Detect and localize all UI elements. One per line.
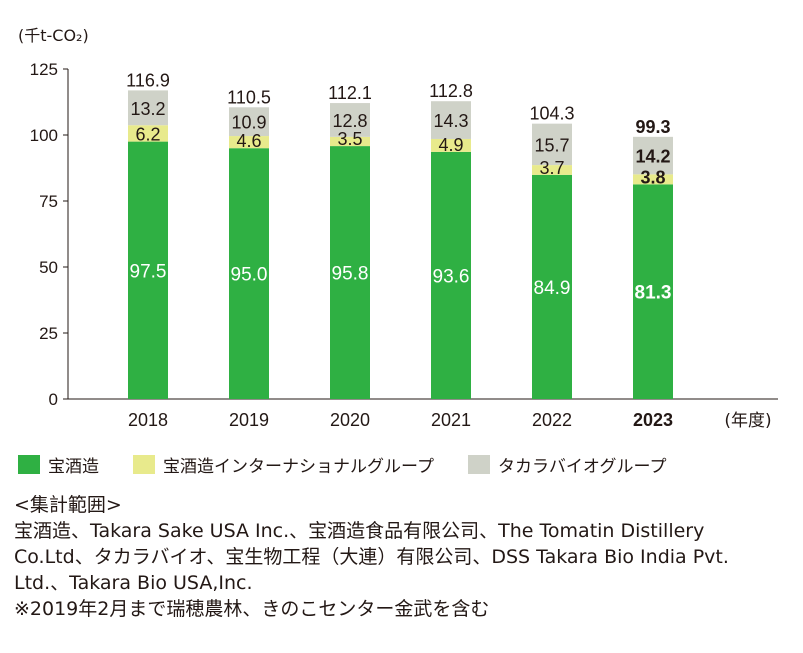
total-label-2020: 112.1 bbox=[328, 83, 372, 103]
x-axis-unit: (年度) bbox=[724, 411, 771, 431]
data-label-2021-1: 4.9 bbox=[438, 135, 463, 155]
bar-segment-2021-1 bbox=[431, 138, 471, 152]
data-label-2019-1: 4.6 bbox=[236, 131, 261, 151]
total-label-2019: 110.5 bbox=[227, 87, 271, 107]
bar-segment-2018-2 bbox=[128, 90, 168, 126]
x-tick-label: 2020 bbox=[330, 410, 370, 430]
legend-label: 宝酒造 bbox=[48, 457, 99, 477]
bar-segment-2023-2 bbox=[633, 136, 673, 175]
data-label-2021-0: 93.6 bbox=[433, 266, 470, 287]
y-tick-label: 125 bbox=[30, 60, 58, 79]
y-tick-label: 50 bbox=[39, 258, 58, 277]
total-label-2018: 116.9 bbox=[126, 70, 170, 90]
legend-label: 宝酒造インターナショナルグループ bbox=[163, 457, 434, 477]
data-label-2022-0: 84.9 bbox=[534, 278, 571, 299]
data-label-2023-2: 14.2 bbox=[635, 147, 670, 167]
total-label-2021: 112.8 bbox=[429, 81, 473, 101]
notes-line: Ltd.、Takara Bio USA,Inc. bbox=[14, 572, 253, 594]
bar-segment-2023-1 bbox=[633, 174, 673, 185]
legend-swatch bbox=[467, 455, 490, 474]
bar-segment-2020-0 bbox=[330, 146, 370, 399]
bar-segment-2019-0 bbox=[229, 148, 269, 399]
legend-item-international-group: 宝酒造インターナショナルグループ bbox=[133, 452, 434, 477]
bar-segment-2020-1 bbox=[330, 136, 370, 147]
notes-line: ※2019年2月まで瑞穂農林、きのこセンター金武を含む bbox=[14, 598, 490, 620]
notes-heading: <集計範囲> bbox=[14, 494, 122, 516]
total-label-2022: 104.3 bbox=[529, 104, 574, 124]
legend-label: タカラバイオグループ bbox=[497, 457, 667, 477]
data-label-2023-1: 3.8 bbox=[640, 167, 665, 187]
data-label-2019-0: 95.0 bbox=[231, 265, 268, 286]
total-label-2023: 99.3 bbox=[635, 117, 670, 137]
legend: 宝酒造 宝酒造インターナショナルグループ タカラバイオグループ bbox=[18, 452, 700, 477]
bar-segment-2018-0 bbox=[128, 141, 168, 399]
data-label-2023-0: 81.3 bbox=[635, 283, 672, 304]
data-label-2018-2: 13.2 bbox=[130, 99, 165, 119]
x-tick-label: 2022 bbox=[532, 410, 572, 430]
bar-segment-2019-2 bbox=[229, 107, 269, 137]
data-label-2019-2: 10.9 bbox=[231, 113, 266, 133]
x-tick-label: 2018 bbox=[128, 410, 168, 430]
x-tick-label: 2019 bbox=[229, 410, 269, 430]
y-tick-label: 0 bbox=[49, 390, 58, 409]
bar-segment-2022-0 bbox=[532, 174, 572, 399]
bar-segment-2019-1 bbox=[229, 136, 269, 149]
legend-item-takara-shuzo: 宝酒造 bbox=[18, 452, 99, 477]
y-tick-label: 100 bbox=[30, 126, 58, 145]
y-tick-label: 75 bbox=[39, 192, 58, 211]
legend-swatch bbox=[133, 455, 155, 474]
x-tick-label: 2021 bbox=[431, 410, 471, 430]
data-label-2018-0: 97.5 bbox=[130, 261, 167, 282]
legend-item-takara-bio-group: タカラバイオグループ bbox=[467, 452, 667, 477]
bar-segment-2020-2 bbox=[330, 103, 370, 137]
notes-line: Co.Ltd、タカラバイオ、宝生物工程（大連）有限公司、DSS Takara B… bbox=[14, 546, 729, 568]
data-label-2018-1: 6.2 bbox=[135, 125, 160, 145]
data-label-2020-1: 3.5 bbox=[337, 129, 362, 149]
legend-swatch bbox=[18, 455, 40, 474]
data-label-2022-2: 15.7 bbox=[534, 135, 569, 155]
y-tick-label: 25 bbox=[39, 324, 58, 343]
data-label-2020-2: 12.8 bbox=[332, 111, 367, 131]
stacked-bar-chart: 0 25 50 75 100 125 97.5 6.2 13.2 116.9 2018 95.0 4.6… bbox=[30, 60, 778, 431]
bar-segment-2021-2 bbox=[431, 101, 471, 139]
x-tick-label: 2023 bbox=[633, 410, 673, 430]
data-label-2022-1: 3.7 bbox=[539, 158, 564, 178]
bar-segment-2021-0 bbox=[431, 151, 471, 399]
bar-segment-2022-2 bbox=[532, 123, 572, 166]
data-label-2021-2: 14.3 bbox=[433, 111, 468, 131]
bar-segment-2018-1 bbox=[128, 125, 168, 142]
bar-segment-2022-1 bbox=[532, 165, 572, 175]
notes-line: 宝酒造、Takara Sake USA Inc.、宝酒造食品有限公司、The T… bbox=[14, 520, 705, 542]
y-axis-unit: (千t-CO₂) bbox=[18, 26, 89, 45]
data-label-2020-0: 95.8 bbox=[332, 264, 369, 285]
bar-segment-2023-0 bbox=[633, 184, 673, 399]
scope-notes: <集計範囲> 宝酒造、Takara Sake USA Inc.、宝酒造食品有限公… bbox=[14, 492, 794, 622]
